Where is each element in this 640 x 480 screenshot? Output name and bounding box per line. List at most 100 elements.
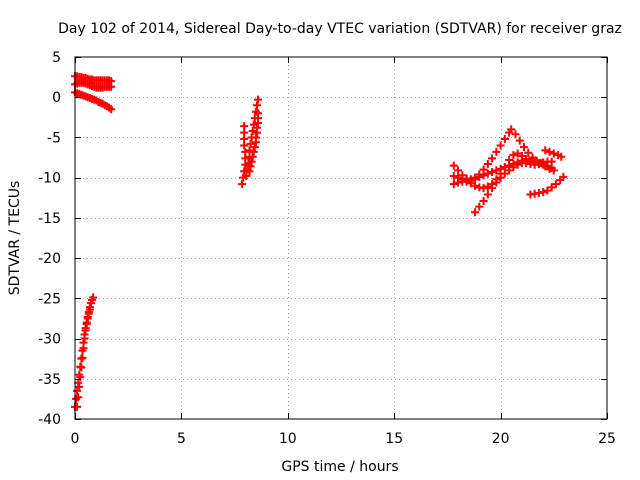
- data-point: [73, 386, 82, 395]
- data-point: [515, 136, 524, 145]
- data-point: [488, 154, 497, 163]
- data-point: [492, 147, 501, 156]
- data-point: [513, 149, 522, 158]
- data-point: [238, 180, 247, 189]
- data-point: [549, 149, 558, 158]
- data-point: [81, 326, 90, 335]
- data-point: [75, 382, 84, 391]
- y-tick-label: -30: [38, 332, 61, 348]
- data-point: [248, 127, 257, 136]
- data-point: [500, 135, 509, 144]
- data-point: [251, 133, 260, 142]
- data-point: [479, 165, 488, 174]
- data-point: [249, 147, 258, 156]
- data-point: [74, 378, 83, 387]
- data-point: [483, 169, 492, 178]
- x-tick-label: 5: [177, 431, 186, 447]
- data-point: [500, 169, 509, 178]
- y-tick-label: -35: [38, 372, 61, 388]
- data-point: [74, 393, 83, 402]
- data-point: [551, 180, 560, 189]
- data-point: [84, 309, 93, 318]
- data-point: [85, 305, 94, 314]
- data-point: [496, 173, 505, 182]
- data-point: [541, 162, 550, 171]
- data-point: [509, 163, 518, 172]
- data-point: [507, 125, 516, 134]
- data-point: [107, 82, 116, 91]
- data-point: [549, 166, 558, 175]
- data-point: [505, 166, 514, 175]
- data-point: [517, 151, 526, 160]
- data-point: [252, 101, 261, 110]
- data-point: [254, 109, 263, 118]
- data-point: [73, 402, 82, 411]
- x-tick-label: 20: [492, 431, 510, 447]
- data-point: [520, 143, 529, 152]
- data-point: [83, 314, 92, 323]
- data-point: [541, 146, 550, 155]
- data-point: [252, 123, 261, 132]
- data-point: [543, 186, 552, 195]
- data-point: [479, 196, 488, 205]
- data-point: [545, 164, 554, 173]
- x-axis-label: GPS time / hours: [281, 459, 398, 475]
- data-point: [471, 208, 480, 217]
- data-point: [534, 159, 543, 168]
- y-tick-label: -10: [38, 171, 61, 187]
- data-point: [241, 147, 250, 156]
- data-point: [488, 184, 497, 193]
- data-point: [479, 184, 488, 193]
- data-point: [79, 344, 88, 353]
- data-point: [246, 139, 255, 148]
- y-tick-label: -25: [38, 291, 61, 307]
- data-point: [247, 157, 256, 166]
- grid: [75, 57, 607, 419]
- data-point: [246, 162, 255, 171]
- data-point: [254, 95, 263, 104]
- axis-ticks: [75, 57, 608, 420]
- data-points: [71, 72, 568, 411]
- data-point: [475, 170, 484, 179]
- data-point: [545, 147, 554, 156]
- data-point: [559, 172, 568, 181]
- x-tick-label: 25: [598, 431, 616, 447]
- x-tick-label: 0: [71, 431, 80, 447]
- data-point: [488, 168, 497, 177]
- data-point: [248, 152, 257, 161]
- plot-frame: [74, 56, 608, 420]
- data-point: [454, 166, 463, 175]
- data-point: [466, 179, 475, 188]
- data-point: [449, 161, 458, 170]
- data-point: [539, 188, 548, 197]
- data-point: [509, 151, 518, 160]
- data-point: [547, 183, 556, 192]
- y-tick-label: -15: [38, 211, 61, 227]
- data-point: [89, 293, 98, 302]
- x-tick-label: 15: [385, 431, 403, 447]
- data-point: [505, 155, 514, 164]
- data-point: [250, 143, 259, 152]
- x-tick-label: 10: [279, 431, 297, 447]
- data-point: [492, 178, 501, 187]
- y-tick-label: -20: [38, 251, 61, 267]
- y-tick-label: 0: [52, 90, 61, 106]
- data-point: [513, 160, 522, 169]
- data-point: [524, 148, 533, 157]
- data-point: [245, 146, 254, 155]
- data-point: [80, 334, 89, 343]
- y-tick-label: -5: [47, 130, 61, 146]
- y-tick-label: 5: [52, 50, 61, 66]
- data-point: [242, 172, 251, 181]
- data-point: [82, 320, 91, 329]
- data-point: [492, 166, 501, 175]
- data-point: [240, 122, 249, 131]
- data-point: [449, 172, 458, 181]
- x-tick-labels: 0 5 10 15 20 25: [71, 431, 616, 447]
- data-point: [547, 157, 556, 166]
- data-point: [449, 180, 458, 189]
- data-point: [528, 153, 537, 162]
- data-point: [483, 159, 492, 168]
